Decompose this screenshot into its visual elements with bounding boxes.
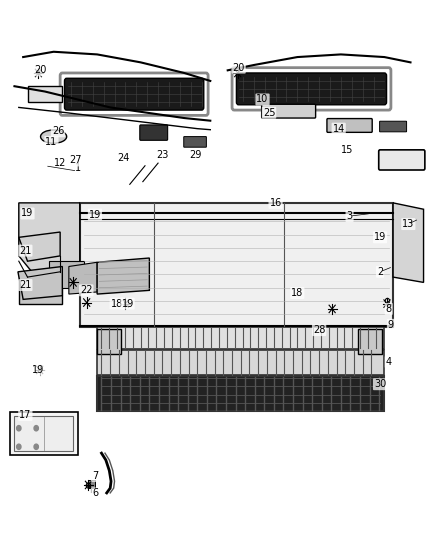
Text: 28: 28 <box>313 325 325 335</box>
Polygon shape <box>393 203 424 282</box>
FancyBboxPatch shape <box>140 125 168 140</box>
FancyBboxPatch shape <box>80 203 393 327</box>
FancyBboxPatch shape <box>379 150 425 170</box>
FancyBboxPatch shape <box>97 350 385 375</box>
Polygon shape <box>18 266 62 300</box>
Text: 20: 20 <box>34 66 47 75</box>
Polygon shape <box>88 480 95 488</box>
Text: 21: 21 <box>19 246 32 256</box>
Text: 26: 26 <box>52 126 64 136</box>
Circle shape <box>34 444 39 449</box>
Text: 30: 30 <box>374 379 386 389</box>
Text: 18: 18 <box>291 288 304 298</box>
Text: 23: 23 <box>156 150 169 160</box>
Polygon shape <box>49 261 84 288</box>
Text: 15: 15 <box>341 145 353 155</box>
Text: 13: 13 <box>402 219 414 229</box>
Text: 9: 9 <box>388 320 394 330</box>
Text: 21: 21 <box>19 280 32 290</box>
FancyBboxPatch shape <box>14 416 73 451</box>
Text: 19: 19 <box>374 232 386 243</box>
FancyBboxPatch shape <box>64 78 204 110</box>
Text: 11: 11 <box>45 137 57 147</box>
FancyBboxPatch shape <box>380 121 406 132</box>
Text: 3: 3 <box>346 211 353 221</box>
Text: 24: 24 <box>117 153 130 163</box>
Text: 19: 19 <box>89 209 101 220</box>
Text: 22: 22 <box>80 285 92 295</box>
Text: 19: 19 <box>121 298 134 309</box>
Text: 2: 2 <box>377 267 383 277</box>
Polygon shape <box>19 232 60 261</box>
Text: 19: 19 <box>21 208 34 219</box>
Polygon shape <box>97 258 149 294</box>
Circle shape <box>17 425 21 431</box>
FancyBboxPatch shape <box>97 327 385 349</box>
Text: 12: 12 <box>54 158 66 168</box>
Polygon shape <box>28 86 62 102</box>
Text: 19: 19 <box>32 365 45 375</box>
Text: 4: 4 <box>386 357 392 367</box>
Circle shape <box>17 444 21 449</box>
Text: 27: 27 <box>69 156 81 165</box>
FancyBboxPatch shape <box>184 136 206 147</box>
FancyBboxPatch shape <box>327 118 372 132</box>
Text: 6: 6 <box>92 488 98 498</box>
Text: 25: 25 <box>263 108 276 118</box>
Polygon shape <box>19 203 80 272</box>
Text: 8: 8 <box>386 304 392 314</box>
Text: 1: 1 <box>74 164 81 173</box>
FancyBboxPatch shape <box>10 413 78 455</box>
Text: 17: 17 <box>19 410 32 420</box>
Text: 10: 10 <box>256 94 268 104</box>
Polygon shape <box>19 272 62 304</box>
FancyBboxPatch shape <box>358 328 382 354</box>
Text: 14: 14 <box>332 124 345 134</box>
Circle shape <box>34 425 39 431</box>
Text: 18: 18 <box>111 298 123 309</box>
Text: 20: 20 <box>233 63 245 72</box>
FancyBboxPatch shape <box>261 104 316 118</box>
FancyBboxPatch shape <box>97 328 121 354</box>
FancyBboxPatch shape <box>237 73 387 105</box>
Text: 16: 16 <box>269 198 282 208</box>
Polygon shape <box>69 262 97 294</box>
Ellipse shape <box>41 130 67 143</box>
Text: 7: 7 <box>92 471 98 481</box>
FancyBboxPatch shape <box>97 376 385 411</box>
Text: 29: 29 <box>189 150 201 160</box>
